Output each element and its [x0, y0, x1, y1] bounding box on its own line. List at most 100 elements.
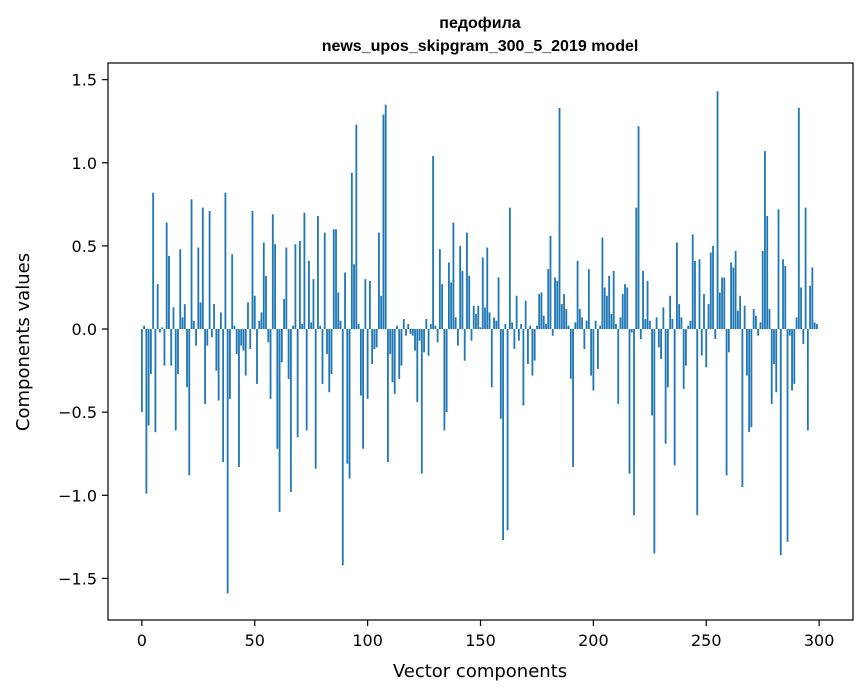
bar-282	[777, 209, 780, 330]
bar-36	[222, 329, 225, 463]
bar-149	[477, 305, 480, 330]
bar-249	[703, 294, 705, 330]
bar-4	[149, 329, 152, 374]
bar-58	[271, 214, 274, 330]
bar-35	[219, 312, 222, 330]
y-tick-label: −1.5	[58, 569, 97, 588]
bar-20	[186, 329, 188, 388]
bar-279	[770, 329, 773, 404]
bar-83	[328, 329, 331, 393]
bar-289	[793, 329, 796, 384]
bar-227	[653, 329, 656, 554]
bar-264	[736, 310, 739, 330]
bar-98	[362, 329, 365, 449]
bar-74	[308, 260, 310, 330]
bar-51	[256, 329, 258, 384]
bar-230	[660, 329, 663, 359]
y-axis-ticks: −1.5 −1.0 −0.5 0.0 0.5 1.0 1.5	[58, 71, 108, 588]
bar-143	[463, 329, 466, 361]
bar-206	[606, 295, 608, 330]
bar-145	[468, 275, 471, 330]
bar-72	[303, 212, 306, 330]
bar-209	[612, 270, 615, 330]
bar-287	[788, 329, 791, 336]
bar-96	[357, 324, 360, 330]
bar-26	[199, 302, 202, 330]
bar-276	[764, 151, 766, 330]
bar-266	[741, 329, 744, 487]
bar-211	[617, 329, 620, 404]
bar-184	[556, 280, 559, 330]
bar-223	[644, 319, 647, 330]
bar-235	[671, 319, 674, 330]
bar-192	[574, 322, 577, 330]
bar-102	[371, 329, 374, 364]
bar-216	[628, 329, 631, 474]
bar-250	[705, 329, 708, 368]
bar-284	[782, 259, 784, 330]
bar-7	[156, 284, 159, 330]
bar-189	[567, 325, 570, 330]
bar-68	[294, 244, 297, 330]
bar-172	[529, 325, 532, 330]
bar-194	[578, 309, 581, 330]
bar-139	[454, 317, 457, 330]
bar-125	[423, 329, 425, 353]
bar-12	[168, 255, 170, 330]
bar-246	[696, 329, 699, 516]
x-tick-label: 0	[137, 631, 147, 650]
bar-8	[159, 329, 161, 333]
bar-37	[224, 192, 227, 330]
x-axis-ticks: 0 50 100 150 200 250 300	[137, 620, 834, 650]
bar-274	[759, 322, 762, 330]
bar-285	[784, 265, 787, 330]
bar-183	[554, 277, 556, 330]
bar-88	[339, 320, 342, 330]
bar-54	[262, 242, 265, 330]
bar-2	[145, 329, 148, 494]
bar-258	[723, 277, 726, 330]
bar-174	[533, 329, 536, 361]
bar-238	[678, 304, 681, 330]
bar-161	[504, 324, 507, 330]
bar-49	[251, 210, 254, 330]
bar-181	[549, 235, 552, 330]
bar-179	[545, 324, 547, 330]
bar-292	[800, 287, 802, 330]
bar-252	[709, 252, 712, 330]
bar-147	[472, 305, 475, 330]
bar-46	[244, 329, 247, 376]
bar-259	[725, 329, 728, 476]
bar-191	[572, 329, 574, 468]
bar-67	[292, 325, 295, 330]
bar-241	[685, 329, 687, 366]
bar-76	[312, 279, 315, 330]
bar-163	[508, 207, 511, 330]
bar-207	[608, 275, 611, 330]
bar-77	[314, 329, 317, 469]
bar-13	[170, 329, 173, 366]
bar-171	[527, 329, 529, 364]
bar-118	[407, 324, 410, 330]
bar-195	[581, 317, 583, 330]
bar-214	[624, 284, 626, 330]
bar-14	[172, 307, 175, 330]
bar-217	[630, 329, 633, 333]
bar-100	[366, 329, 369, 399]
bar-271	[752, 309, 755, 330]
bar-56	[267, 329, 270, 343]
bar-32	[213, 304, 216, 330]
bar-66	[289, 329, 292, 492]
bar-3	[147, 329, 150, 426]
bar-126	[425, 319, 428, 330]
bar-21	[188, 329, 191, 476]
bar-156	[493, 317, 495, 330]
bar-41	[233, 325, 236, 330]
bar-200	[592, 329, 595, 391]
bar-213	[621, 294, 624, 330]
bar-253	[712, 245, 714, 330]
bar-247	[698, 259, 701, 330]
bar-5	[152, 192, 155, 330]
bar-79	[319, 325, 322, 330]
bar-268	[745, 329, 748, 376]
